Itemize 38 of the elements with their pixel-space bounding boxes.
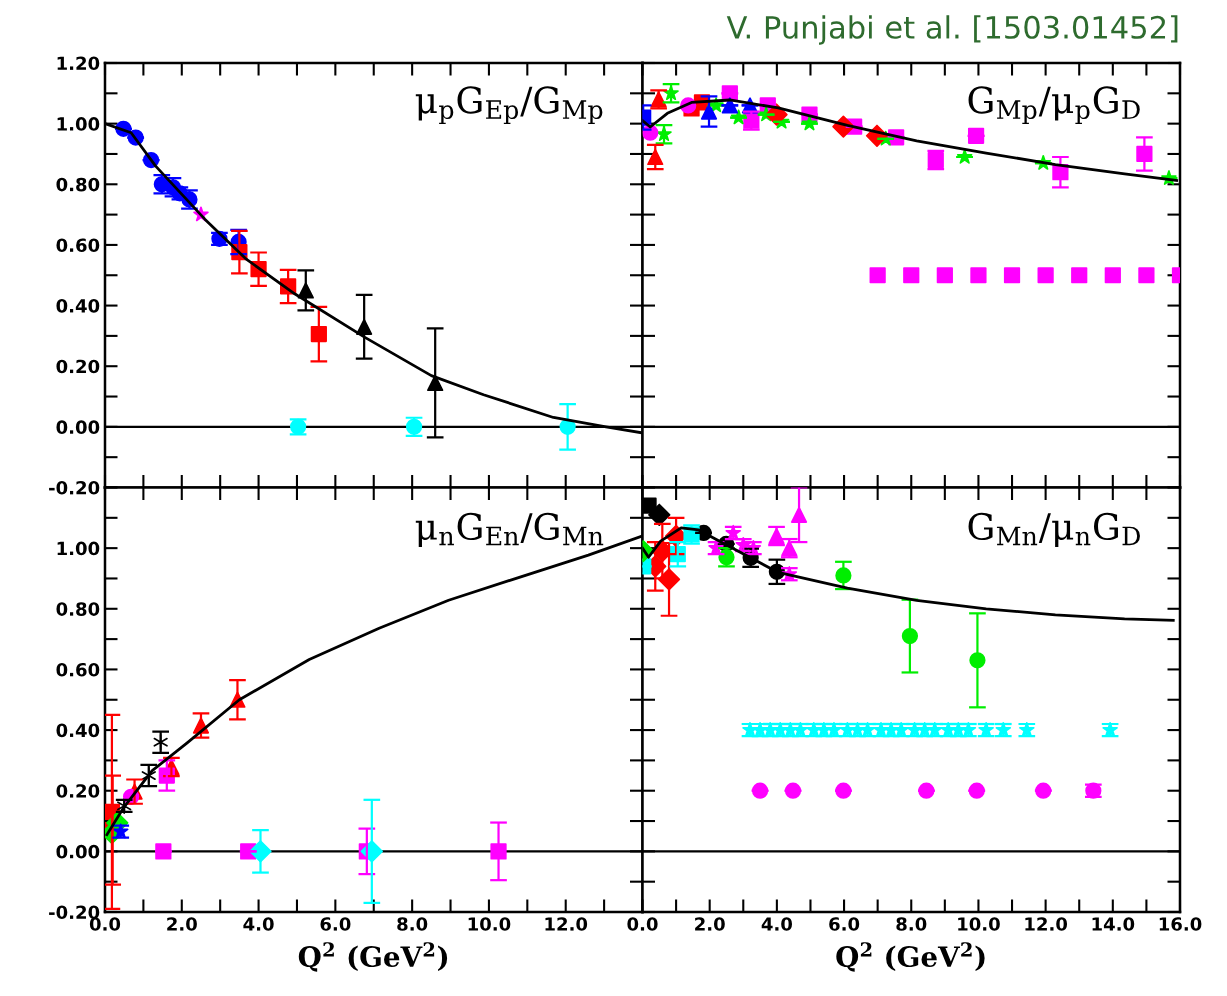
y-tick-label: 0.40 bbox=[56, 299, 100, 313]
x-tick-label: 4.0 bbox=[761, 917, 792, 931]
y-tick-label: 1.00 bbox=[57, 541, 100, 556]
x-tick-label: 12.0 bbox=[1025, 917, 1068, 931]
y-tick-label: 0.60 bbox=[56, 662, 100, 677]
text: G$_{Mn}$/μ$_{n}$G$_{D}$ bbox=[968, 512, 1140, 548]
y-tick-label: 1.20 bbox=[57, 56, 100, 71]
y-tick-label: 0.20 bbox=[56, 359, 100, 374]
x-tick-label: 0.0 bbox=[627, 917, 658, 931]
x-tick-label: 14.0 bbox=[1092, 917, 1135, 931]
text: V. Punjabi et al. [1503.01452] bbox=[726, 15, 1178, 45]
x-tick-label: 10.0 bbox=[958, 917, 1000, 931]
text: G$_{Mp}$/μ$_{p}$G$_{D}$ bbox=[968, 86, 1140, 124]
text: μ$_{p}$G$_{Ep}$/G$_{Mp}$ bbox=[415, 86, 603, 124]
text: μ$_{n}$G$_{En}$/G$_{Mn}$ bbox=[415, 512, 604, 548]
y-tick-label: 0.00 bbox=[56, 420, 100, 434]
y-tick-label: 0.60 bbox=[56, 238, 100, 253]
x-tick-label: 12.0 bbox=[545, 917, 588, 931]
x-tick-label: 8.0 bbox=[397, 917, 428, 931]
y-tick-label: 0.80 bbox=[56, 177, 100, 192]
y-tick-label: 0.40 bbox=[56, 723, 100, 738]
y-tick-label: 1.00 bbox=[57, 117, 100, 131]
y-tick-label: 0.80 bbox=[56, 602, 100, 616]
x-tick-label: 6.0 bbox=[320, 917, 351, 931]
x-tick-label: 0.0 bbox=[89, 917, 121, 931]
x-tick-label: 8.0 bbox=[896, 917, 927, 931]
x-tick-label: 2.0 bbox=[167, 917, 197, 931]
x-axis-title: Q$^{2}$ (GeV$^{2}$) bbox=[836, 942, 985, 972]
y-tick-label: -0.20 bbox=[49, 905, 100, 920]
x-tick-label: 16.0 bbox=[1159, 917, 1202, 931]
x-axis-title: Q$^{2}$ (GeV$^{2}$) bbox=[298, 942, 448, 972]
y-tick-label: 0.20 bbox=[56, 784, 100, 798]
x-tick-label: 2.0 bbox=[695, 917, 725, 931]
x-tick-label: 10.0 bbox=[468, 917, 511, 931]
y-tick-label: 0.00 bbox=[56, 844, 100, 859]
x-tick-label: 6.0 bbox=[829, 917, 860, 931]
y-tick-label: -0.20 bbox=[49, 480, 100, 495]
x-tick-label: 4.0 bbox=[243, 917, 274, 931]
